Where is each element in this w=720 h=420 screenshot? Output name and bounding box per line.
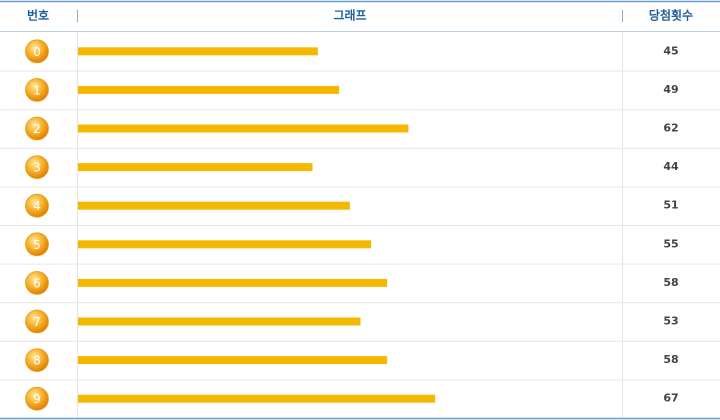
number-label: 7: [33, 315, 41, 329]
count-label: 62: [663, 122, 678, 135]
number-label: 5: [33, 238, 41, 252]
header: 그래프: [333, 8, 366, 23]
count-label: 55: [663, 237, 678, 250]
bar: [78, 85, 340, 94]
header: 번호: [27, 8, 49, 23]
count-label: 49: [663, 83, 678, 96]
bar: [78, 240, 372, 249]
number-label: 4: [33, 199, 41, 213]
bar: [78, 124, 409, 133]
count-label: 45: [663, 44, 678, 57]
number-ball: [25, 39, 49, 64]
bar: [78, 201, 350, 210]
number-label: 2: [33, 122, 41, 136]
count-label: 58: [663, 353, 678, 366]
number-ball: [25, 386, 49, 411]
number-label: 6: [33, 276, 41, 290]
number-label: 3: [33, 161, 41, 175]
number-ball: [25, 232, 49, 257]
count-label: 44: [663, 160, 679, 173]
number-ball: [25, 116, 49, 141]
bar: [78, 317, 361, 326]
header: 당첨횟수: [649, 8, 693, 23]
number-ball: [25, 155, 49, 180]
number-label: 8: [33, 354, 41, 368]
bar: [78, 356, 388, 365]
bar: [78, 394, 436, 403]
count-label: 67: [663, 392, 678, 405]
count-label: 51: [663, 199, 678, 212]
bar: [78, 47, 318, 56]
number-ball: [25, 193, 49, 218]
number-ball: [25, 348, 49, 373]
bar: [78, 278, 388, 287]
number-label: 1: [33, 83, 41, 97]
count-label: 53: [663, 315, 678, 328]
number-ball: [25, 270, 49, 295]
number-ball: [25, 309, 49, 334]
number-label: 9: [33, 392, 41, 406]
bar: [78, 163, 313, 172]
count-label: 58: [663, 276, 678, 289]
number-label: 0: [33, 45, 41, 59]
number-ball: [25, 78, 49, 102]
